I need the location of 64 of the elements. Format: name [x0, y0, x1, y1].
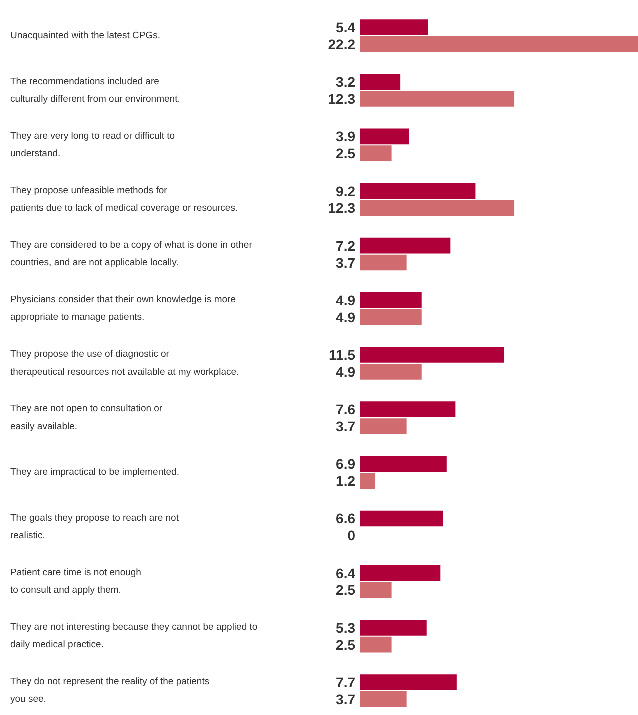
bar	[360, 254, 407, 271]
bar	[360, 238, 451, 254]
bar	[360, 364, 422, 380]
y-tick-label: They propose unfeasible methods for patients due to lack of medical coverage or resources.	[10, 185, 238, 214]
data-label: 0	[348, 528, 356, 544]
data-label: 4.9	[336, 292, 356, 308]
data-label: 7.2	[336, 238, 356, 254]
bar	[360, 510, 444, 527]
data-label: 7.7	[336, 674, 356, 690]
y-tick-label: They are not interesting because they cannot be applied to daily medical practice.	[10, 622, 258, 651]
y-tick-label: They are considered to be a copy of what is done in other countries, and are not applicable locally.	[10, 240, 252, 269]
y-tick-label: They are impractical to be implemented.	[10, 467, 180, 478]
data-label: 12.3	[328, 91, 356, 108]
y-tick-label: Physicians consider that their own knowledge is more appropriate to manage patients.	[10, 294, 236, 324]
bar	[360, 91, 515, 107]
data-label: 3.7	[336, 691, 356, 708]
data-label: 2.5	[336, 582, 356, 598]
bar	[360, 36, 638, 52]
data-label: 9.2	[336, 183, 356, 200]
y-tick-label: The goals they propose to reach are not realistic.	[10, 512, 180, 542]
y-tick-label: They do not represent the reality of the patients you see.	[10, 676, 210, 706]
bar	[360, 473, 376, 489]
data-label: 3.2	[336, 74, 356, 90]
bar	[360, 309, 422, 326]
bar	[360, 20, 428, 36]
y-tick-label: They propose the use of diagnostic or therapeutical resources not available at my workplace.	[10, 349, 240, 378]
bar	[360, 183, 476, 200]
bar	[360, 128, 410, 145]
data-label: 2.5	[336, 146, 356, 162]
bar	[360, 582, 392, 598]
data-label: 6.4	[336, 565, 356, 582]
data-label: 3.7	[336, 254, 356, 271]
data-label: 11.5	[329, 347, 356, 363]
data-label: 4.9	[336, 309, 356, 326]
data-label: 7.6	[336, 402, 356, 418]
bar	[360, 200, 515, 216]
bar	[360, 146, 392, 162]
data-label: 2.5	[336, 636, 356, 653]
data-label: 4.9	[336, 364, 356, 380]
data-label: 22.2	[328, 36, 356, 52]
bar	[360, 456, 447, 472]
bar	[360, 402, 456, 418]
y-tick-label: The recommendations included are culturally different from our environment.	[10, 76, 180, 105]
bar	[360, 620, 427, 636]
data-label: 6.9	[336, 456, 356, 472]
data-label: 3.9	[336, 128, 356, 145]
bar	[360, 636, 392, 653]
bar	[360, 74, 401, 90]
y-tick-label: Patient care time is not enough to consult and apply them.	[10, 567, 142, 596]
data-label: 6.6	[336, 510, 356, 527]
bar	[360, 418, 407, 434]
bar	[360, 674, 457, 690]
bar	[360, 691, 407, 708]
y-tick-label: They are not open to consultation or easily available.	[10, 404, 163, 432]
y-tick-label: Unacquainted with the latest CPGs.	[10, 30, 160, 42]
y-tick-label: They are very long to read or difficult to understand.	[10, 130, 176, 160]
bar	[360, 565, 441, 582]
data-label: 12.3	[328, 200, 356, 216]
data-label: 1.2	[336, 473, 356, 490]
data-label: 3.7	[336, 418, 356, 434]
bar	[360, 292, 422, 308]
data-label: 5.3	[336, 620, 356, 636]
data-label: 5.4	[336, 20, 356, 36]
bar	[360, 347, 505, 363]
